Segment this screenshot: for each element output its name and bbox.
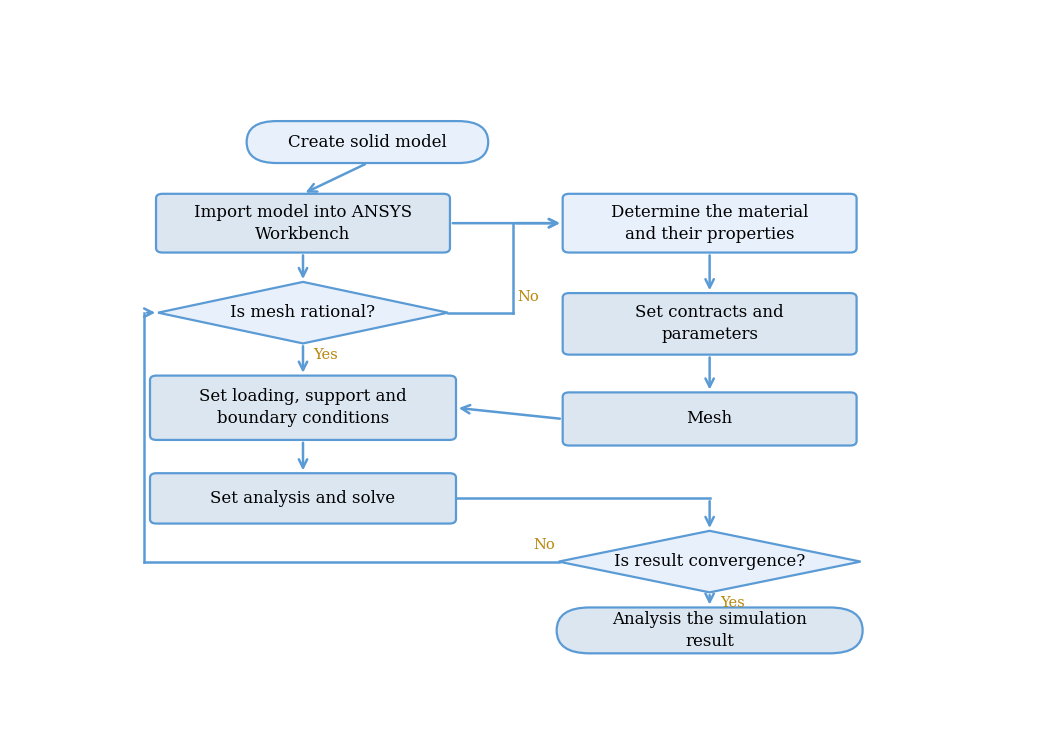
- FancyBboxPatch shape: [246, 121, 488, 163]
- FancyBboxPatch shape: [156, 194, 450, 253]
- FancyBboxPatch shape: [563, 194, 856, 253]
- Text: Create solid model: Create solid model: [288, 133, 447, 150]
- FancyBboxPatch shape: [150, 376, 456, 440]
- Text: Is result convergence?: Is result convergence?: [614, 553, 805, 570]
- Text: Import model into ANSYS
Workbench: Import model into ANSYS Workbench: [194, 204, 412, 243]
- Text: Mesh: Mesh: [687, 411, 732, 428]
- Text: Yes: Yes: [314, 348, 339, 362]
- Text: Yes: Yes: [720, 596, 745, 610]
- Polygon shape: [158, 282, 448, 343]
- Text: Set analysis and solve: Set analysis and solve: [211, 490, 396, 507]
- FancyBboxPatch shape: [563, 393, 856, 445]
- Text: Set contracts and
parameters: Set contracts and parameters: [635, 305, 784, 344]
- Text: Determine the material
and their properties: Determine the material and their propert…: [611, 204, 808, 243]
- Text: Set loading, support and
boundary conditions: Set loading, support and boundary condit…: [199, 388, 407, 428]
- FancyBboxPatch shape: [557, 608, 862, 654]
- Text: Analysis the simulation
result: Analysis the simulation result: [612, 611, 807, 650]
- FancyBboxPatch shape: [150, 473, 456, 524]
- Text: No: No: [517, 290, 539, 305]
- Polygon shape: [559, 531, 860, 592]
- Text: No: No: [533, 537, 555, 551]
- FancyBboxPatch shape: [563, 293, 856, 355]
- Text: Is mesh rational?: Is mesh rational?: [231, 304, 375, 321]
